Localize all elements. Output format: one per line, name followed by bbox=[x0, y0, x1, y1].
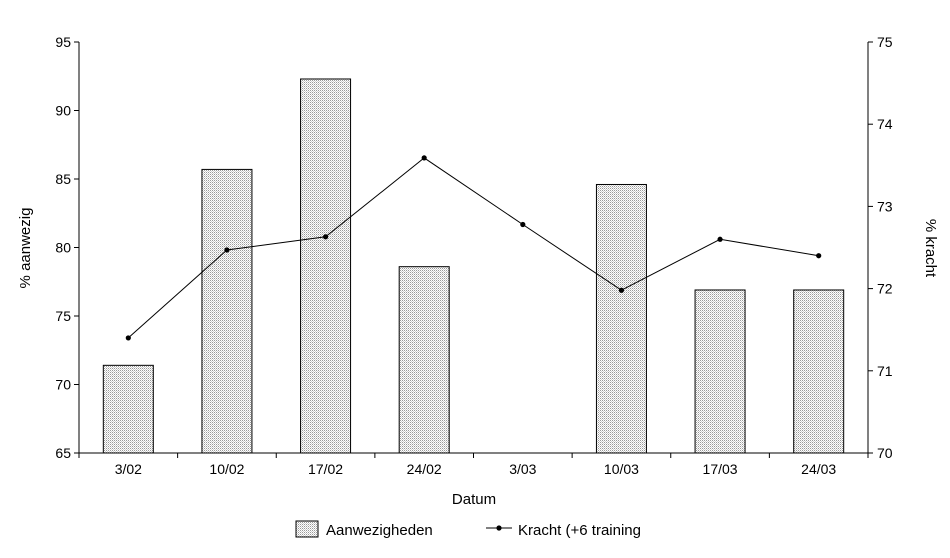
bar-10-02 bbox=[201, 168, 253, 454]
legend-label-kracht: Kracht (+6 training bbox=[518, 522, 641, 539]
kracht-point-24-02 bbox=[421, 155, 427, 161]
bar-3-02 bbox=[102, 364, 154, 454]
y-right-tick-label: 71 bbox=[877, 363, 893, 379]
kracht-point-10-03 bbox=[618, 287, 625, 293]
bar-17-03 bbox=[694, 289, 746, 454]
y-left-tick-label: 80 bbox=[55, 240, 71, 256]
x-tick-label: 24/02 bbox=[407, 461, 442, 477]
kracht-point-10-02 bbox=[224, 247, 230, 253]
y-right-tick-label: 70 bbox=[877, 445, 893, 461]
legend-marker-kracht bbox=[496, 525, 502, 531]
y-left-tick-label: 85 bbox=[55, 171, 71, 187]
x-tick-label: 10/02 bbox=[209, 461, 244, 477]
bar-17-02 bbox=[300, 78, 352, 454]
kracht-line bbox=[127, 157, 819, 339]
kracht-point-17-03 bbox=[717, 236, 723, 242]
legend-swatch-aanwezigheden bbox=[295, 520, 319, 538]
chart-axes bbox=[74, 41, 873, 458]
y-right-tick-label: 75 bbox=[877, 34, 893, 50]
tick-labels: 65 70 75 80 85 90 95 70 71 72 73 74 75 3/02 10/02 17/02… bbox=[55, 34, 892, 477]
kracht-point-3-03 bbox=[520, 221, 526, 228]
line-series-kracht bbox=[125, 155, 822, 341]
y-left-tick-label: 75 bbox=[55, 308, 71, 324]
legend-label-aanwezigheden: Aanwezigheden bbox=[326, 522, 433, 539]
x-tick-label: 24/03 bbox=[801, 461, 836, 477]
x-tick-label: 3/02 bbox=[115, 461, 142, 477]
y-left-tick-label: 65 bbox=[55, 445, 71, 461]
bar-24-02 bbox=[398, 266, 450, 454]
x-tick-label: 3/03 bbox=[509, 461, 536, 477]
x-axis-title: Datum bbox=[452, 491, 496, 508]
legend: Aanwezigheden Kracht (+6 training bbox=[295, 520, 641, 539]
x-tick-label: 17/02 bbox=[308, 461, 343, 477]
y-axis-right-title: % kracht bbox=[922, 219, 939, 278]
y-left-tick-label: 90 bbox=[55, 103, 71, 119]
bar-10-03 bbox=[595, 183, 647, 454]
kracht-point-3-02 bbox=[125, 335, 131, 341]
y-left-tick-label: 70 bbox=[55, 377, 71, 393]
y-axis-left-title: % aanwezig bbox=[17, 208, 34, 289]
x-tick-label: 10/03 bbox=[604, 461, 639, 477]
y-left-tick-label: 95 bbox=[55, 34, 71, 50]
y-right-tick-label: 72 bbox=[877, 281, 893, 297]
bar-24-03 bbox=[793, 289, 845, 454]
bar-series-aanwezigheden bbox=[102, 78, 845, 454]
kracht-point-17-02 bbox=[322, 234, 329, 240]
y-right-tick-label: 73 bbox=[877, 198, 893, 214]
kracht-point-24-03 bbox=[816, 253, 822, 259]
x-tick-label: 17/03 bbox=[703, 461, 738, 477]
y-right-tick-label: 74 bbox=[877, 116, 893, 132]
